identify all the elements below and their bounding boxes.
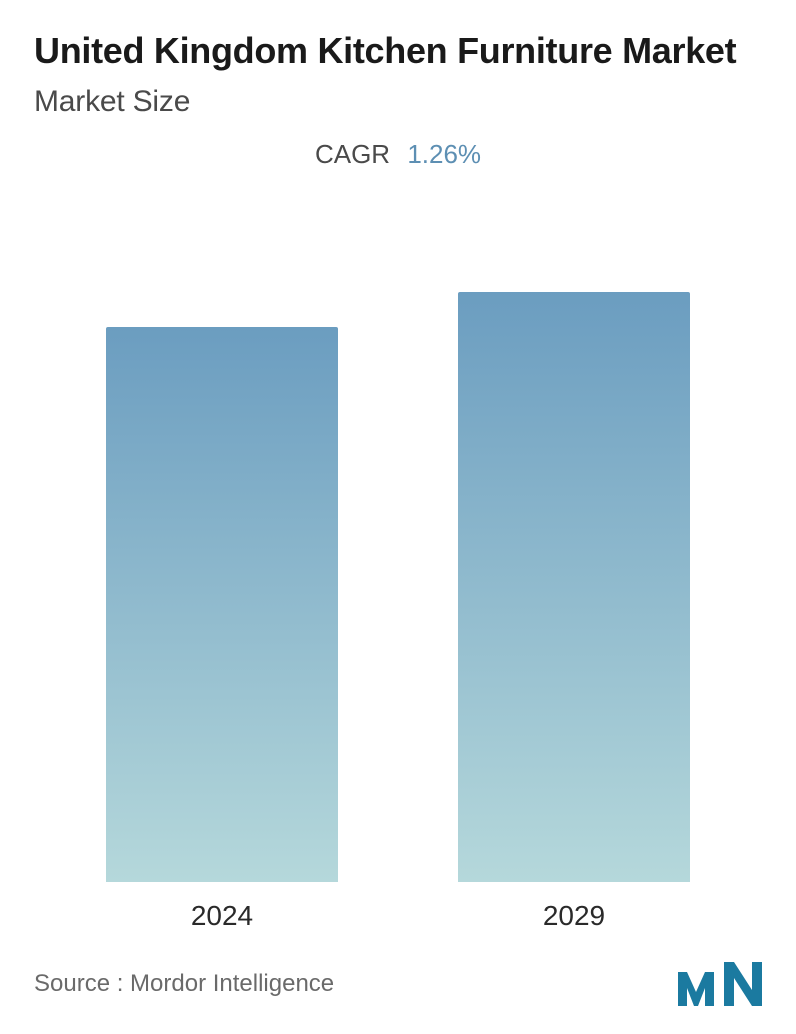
page-subtitle: Market Size	[34, 85, 762, 119]
cagr-label: CAGR	[315, 139, 390, 169]
bar	[458, 292, 690, 882]
bar	[106, 327, 338, 882]
bar-label: 2029	[543, 900, 605, 932]
bar-label: 2024	[191, 900, 253, 932]
chart-footer: Source : Mordor Intelligence	[34, 932, 762, 1034]
page-title: United Kingdom Kitchen Furniture Market	[34, 28, 762, 73]
bar-column: 2024	[106, 327, 338, 932]
mn-logo-icon	[678, 962, 762, 1006]
bar-chart: 2024 2029 Source : Mordor Intelligence	[34, 230, 762, 1034]
source-text: Source : Mordor Intelligence	[34, 970, 334, 998]
bar-column: 2029	[458, 292, 690, 932]
cagr-value: 1.26%	[407, 139, 481, 169]
cagr-row: CAGR 1.26%	[34, 139, 762, 170]
bars-wrap: 2024 2029	[34, 230, 762, 932]
chart-container: United Kingdom Kitchen Furniture Market …	[0, 0, 796, 1034]
